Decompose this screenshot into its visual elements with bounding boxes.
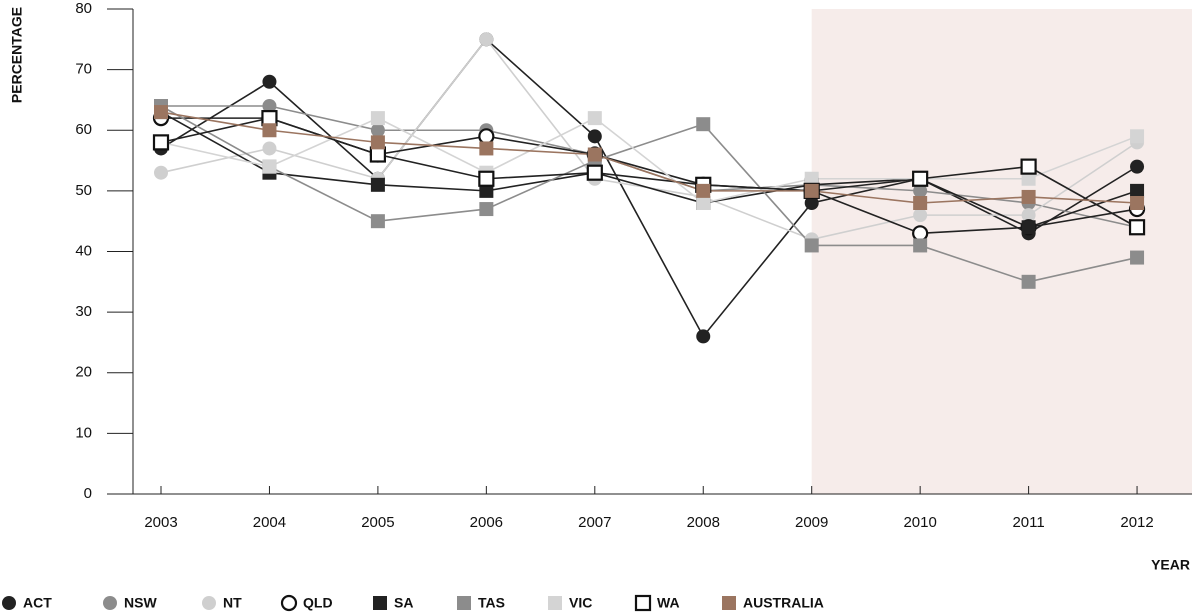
data-point	[262, 141, 277, 156]
data-point	[154, 165, 168, 180]
data-point	[479, 32, 494, 47]
data-point	[804, 171, 819, 186]
data-point	[479, 141, 494, 156]
y-tick-label: 30	[75, 303, 92, 320]
data-point	[587, 111, 602, 126]
y-tick-label: 70	[75, 61, 92, 78]
y-tick-label: 80	[75, 0, 92, 17]
data-point	[1128, 219, 1146, 236]
legend-label: ACT	[23, 595, 52, 611]
data-point	[1130, 250, 1145, 265]
series-line	[160, 105, 1138, 283]
data-point	[370, 123, 385, 138]
legend-marker	[202, 596, 216, 610]
data-point	[261, 110, 278, 127]
x-tick-label: 2012	[1120, 514, 1153, 531]
x-tick-label: 2004	[253, 514, 286, 531]
data-point	[1020, 158, 1037, 175]
data-point	[804, 196, 819, 210]
data-point	[587, 129, 602, 144]
legend-label: SA	[394, 595, 413, 611]
highlight-region	[811, 9, 1192, 494]
data-point	[152, 134, 170, 151]
legend-marker	[634, 594, 652, 612]
x-tick-label: 2008	[687, 514, 720, 531]
data-point	[912, 170, 929, 187]
x-tick-label: 2007	[578, 514, 611, 531]
data-point	[479, 202, 494, 217]
data-point	[1021, 220, 1036, 235]
legend-label: TAS	[478, 595, 505, 611]
data-point	[1130, 129, 1145, 144]
legend-marker	[457, 596, 471, 610]
y-tick-label: 0	[84, 485, 92, 502]
legend-marker	[2, 596, 16, 610]
series-line	[160, 38, 1138, 338]
legend-marker	[548, 596, 562, 610]
data-point	[912, 225, 929, 242]
x-tick-label: 2009	[795, 514, 828, 531]
legend-label: AUSTRALIA	[743, 595, 824, 611]
series-line	[160, 111, 1138, 229]
data-point	[696, 329, 711, 344]
x-tick-label: 2006	[470, 514, 503, 531]
data-point	[913, 238, 928, 253]
y-tick-label: 20	[75, 364, 92, 381]
data-point	[696, 183, 711, 198]
legend-label: VIC	[569, 595, 592, 611]
data-point	[913, 183, 928, 198]
data-point	[262, 159, 277, 174]
data-point	[1021, 274, 1036, 289]
data-point	[804, 183, 819, 198]
data-point	[586, 164, 603, 181]
data-point	[1130, 183, 1145, 198]
legend-marker	[280, 594, 298, 612]
series-line	[160, 111, 1138, 204]
data-point	[478, 128, 495, 145]
data-point	[1021, 171, 1036, 186]
legend-label: WA	[657, 595, 680, 611]
x-tick-label: 2005	[361, 514, 394, 531]
x-axis-label: YEAR	[1151, 557, 1190, 573]
data-point	[696, 196, 711, 210]
data-point	[370, 177, 385, 192]
legend-label: NT	[223, 595, 242, 611]
legend-label: NSW	[124, 595, 157, 611]
data-point	[1021, 189, 1036, 204]
data-point	[913, 196, 928, 210]
data-point	[913, 208, 928, 223]
x-tick-label: 2011	[1012, 514, 1044, 531]
data-point	[262, 74, 277, 89]
data-point	[262, 123, 277, 138]
data-point	[262, 99, 277, 113]
data-point	[1130, 196, 1145, 210]
data-point	[370, 135, 385, 150]
data-point	[478, 170, 495, 187]
legend-marker	[103, 596, 117, 610]
x-tick-label: 2003	[144, 514, 177, 531]
data-point	[154, 105, 168, 120]
legend-marker	[373, 596, 387, 610]
data-point	[1021, 208, 1036, 223]
data-point	[479, 183, 494, 198]
y-tick-label: 10	[75, 424, 92, 441]
data-point	[370, 111, 385, 126]
data-point	[1130, 159, 1145, 174]
data-point	[370, 214, 385, 229]
data-point	[696, 117, 711, 132]
data-point	[804, 238, 819, 253]
y-tick-label: 50	[75, 182, 92, 199]
legend-marker	[722, 596, 736, 610]
data-point	[369, 146, 386, 163]
y-tick-label: 60	[75, 121, 92, 138]
series-line	[160, 117, 1138, 204]
y-axis-label: PERCENTAGE	[9, 7, 25, 103]
legend-label: QLD	[303, 595, 333, 611]
x-tick-label: 2010	[903, 514, 936, 531]
data-point	[587, 147, 602, 162]
y-tick-label: 40	[75, 242, 92, 259]
